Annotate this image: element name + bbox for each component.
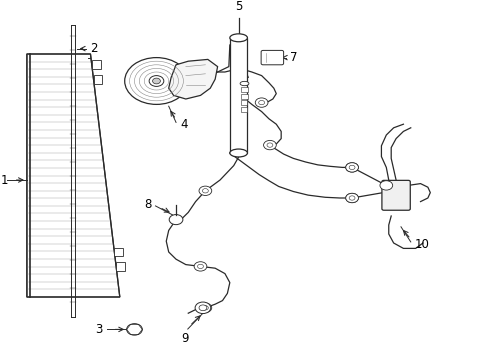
Bar [116, 262, 124, 271]
Text: 6: 6 [231, 55, 238, 68]
Text: 1: 1 [1, 174, 9, 186]
Text: 4: 4 [180, 118, 187, 131]
Circle shape [199, 305, 206, 311]
Circle shape [266, 143, 272, 147]
Polygon shape [168, 59, 217, 99]
Text: 3: 3 [95, 323, 102, 336]
Text: 8: 8 [144, 198, 151, 211]
Circle shape [379, 181, 392, 190]
Text: 9: 9 [181, 332, 188, 345]
Bar [93, 75, 102, 84]
Circle shape [348, 196, 354, 200]
Ellipse shape [240, 81, 248, 86]
Circle shape [169, 215, 183, 225]
Circle shape [202, 189, 208, 193]
Bar [229, 38, 247, 153]
Text: 7: 7 [290, 51, 297, 64]
Bar [240, 100, 247, 105]
Ellipse shape [229, 34, 247, 42]
Circle shape [194, 262, 206, 271]
Circle shape [258, 100, 264, 105]
Bar [114, 248, 123, 256]
Circle shape [199, 303, 211, 312]
Ellipse shape [229, 149, 247, 157]
FancyBboxPatch shape [261, 50, 283, 65]
Bar [92, 60, 101, 69]
Circle shape [263, 140, 276, 150]
Circle shape [149, 76, 163, 86]
Text: 10: 10 [414, 238, 428, 251]
Circle shape [255, 98, 267, 107]
Circle shape [195, 302, 210, 314]
Bar [240, 107, 246, 112]
Circle shape [124, 58, 188, 104]
Polygon shape [27, 54, 120, 297]
Circle shape [345, 193, 358, 203]
Circle shape [126, 324, 142, 335]
Circle shape [345, 163, 358, 172]
Circle shape [345, 163, 358, 172]
Circle shape [202, 306, 208, 310]
Bar [240, 87, 248, 92]
FancyBboxPatch shape [381, 180, 409, 210]
Text: 5: 5 [234, 0, 242, 13]
Circle shape [197, 264, 203, 269]
Circle shape [152, 78, 160, 84]
Circle shape [348, 165, 354, 170]
Circle shape [345, 193, 358, 203]
Circle shape [199, 186, 211, 195]
Bar [240, 94, 247, 99]
Text: 2: 2 [90, 42, 98, 55]
